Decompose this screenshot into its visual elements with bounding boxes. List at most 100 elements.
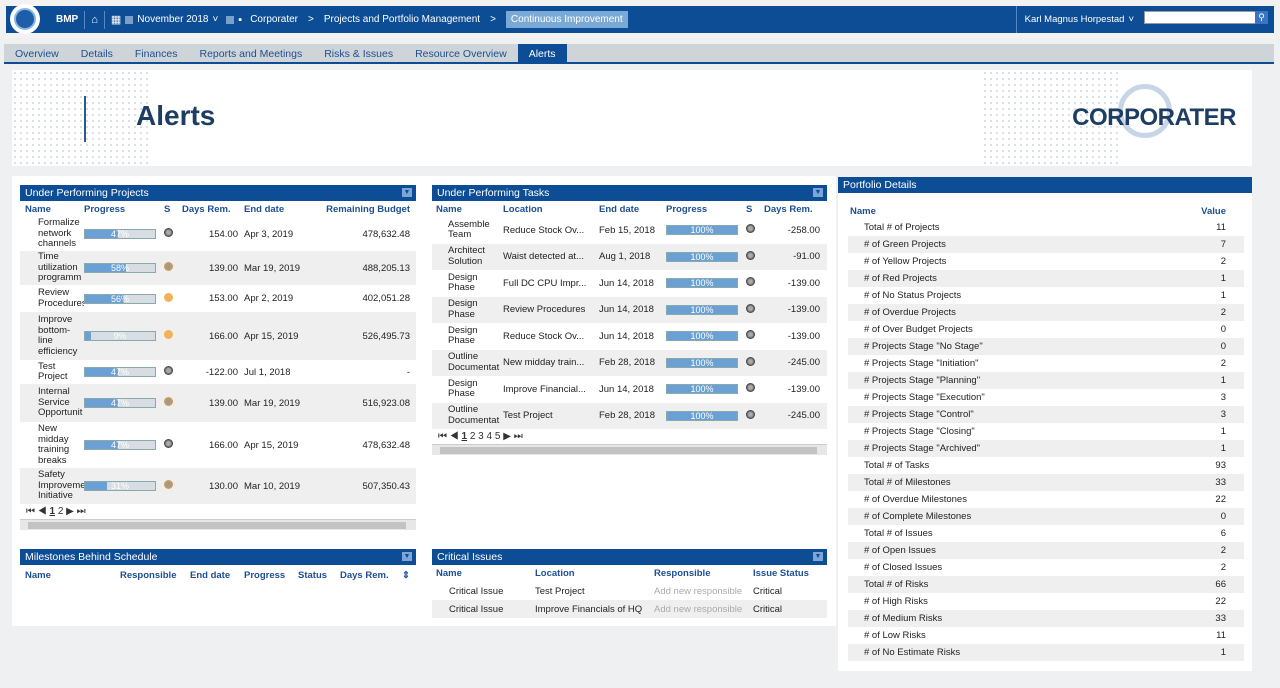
- table-row[interactable]: New midday training breaks 47% 166.00 Apr 1…: [20, 422, 416, 468]
- home-icon[interactable]: ⌂: [91, 13, 98, 26]
- tab-risks-issues[interactable]: Risks & Issues: [324, 48, 394, 60]
- issue-location[interactable]: Test Project: [535, 585, 585, 597]
- col-responsible[interactable]: Responsible: [654, 568, 711, 579]
- table-row[interactable]: Outline Documentat Test Project Feb 28, 20…: [432, 402, 827, 429]
- col-issue-status[interactable]: Issue Status: [753, 568, 809, 579]
- page-5[interactable]: 5: [494, 431, 501, 442]
- col-responsible[interactable]: Responsible: [120, 569, 177, 581]
- col-end-date[interactable]: End date: [190, 569, 231, 581]
- tab-details[interactable]: Details: [80, 48, 113, 60]
- table-row[interactable]: Safety Improvement Initiative 31% 130.00 Ma…: [20, 468, 416, 504]
- task-name[interactable]: Outline Documentat: [448, 352, 500, 373]
- chevron-down-icon[interactable]: ˅: [1128, 14, 1134, 25]
- table-row[interactable]: Internal Service Opportunit 47% 139.00 Mar …: [20, 384, 416, 422]
- scrollbar-thumb[interactable]: [440, 447, 817, 454]
- col-name[interactable]: Name: [25, 203, 51, 215]
- tab-reports-meetings[interactable]: Reports and Meetings: [199, 48, 303, 60]
- prev-period-icon[interactable]: [125, 15, 134, 24]
- table-row[interactable]: Architect Solution Waist detected at... Au…: [432, 243, 827, 270]
- horizontal-scrollbar[interactable]: [20, 519, 416, 530]
- task-name[interactable]: Assemble Team: [448, 219, 490, 241]
- col-end-date[interactable]: End date: [599, 203, 640, 215]
- task-name[interactable]: Design Phase: [448, 325, 478, 347]
- page-3[interactable]: 3: [478, 431, 484, 442]
- search-input[interactable]: [1144, 11, 1268, 24]
- project-name[interactable]: Formalize network channels: [38, 218, 80, 250]
- task-location[interactable]: Full DC CPU Impr...: [503, 277, 587, 289]
- chevron-down-icon[interactable]: ˅: [212, 14, 219, 25]
- project-name[interactable]: Safety Improvement Initiative: [38, 470, 84, 502]
- col-days[interactable]: Days Rem.: [340, 569, 389, 581]
- breadcrumb-active[interactable]: Continuous Improvement: [505, 11, 628, 28]
- task-name[interactable]: Architect Solution: [448, 246, 485, 267]
- app-logo[interactable]: [10, 3, 40, 34]
- task-location[interactable]: New midday train...: [503, 357, 585, 369]
- tab-overview[interactable]: Overview: [15, 48, 59, 60]
- next-period-icon[interactable]: [226, 15, 235, 24]
- table-row[interactable]: Critical Issue Test Project Add new respon…: [432, 582, 827, 600]
- search-icon[interactable]: ⚲: [1255, 11, 1268, 24]
- col-location[interactable]: Location: [535, 568, 575, 579]
- table-row[interactable]: Improve bottom-line efficiency 9% 166.00 Ap…: [20, 312, 416, 360]
- task-location[interactable]: Waist detected at...: [503, 251, 584, 263]
- col-budget[interactable]: Remaining Budget: [326, 203, 410, 215]
- tab-finances[interactable]: Finances: [134, 48, 178, 60]
- first-page-icon[interactable]: ⏮: [438, 431, 447, 442]
- breadcrumb-item-1[interactable]: Projects and Portfolio Management: [323, 14, 481, 25]
- first-page-icon[interactable]: ⏮: [26, 506, 35, 517]
- user-name[interactable]: Karl Magnus Horpestad: [1024, 14, 1125, 25]
- col-location[interactable]: Location: [503, 203, 543, 215]
- col-progress[interactable]: Progress: [244, 569, 286, 581]
- app-name[interactable]: BMP: [56, 14, 79, 25]
- col-name[interactable]: Name: [436, 203, 462, 215]
- col-status[interactable]: S: [746, 203, 753, 215]
- task-name[interactable]: Outline Documentat: [448, 405, 500, 426]
- page-2[interactable]: 2: [57, 506, 64, 517]
- collapse-icon[interactable]: ▼: [402, 552, 412, 561]
- last-page-icon[interactable]: ⏭: [76, 506, 86, 517]
- breadcrumb-item-0[interactable]: Corporater: [250, 14, 299, 25]
- task-name[interactable]: Design Phase: [448, 299, 478, 320]
- task-location[interactable]: Improve Financial...: [503, 383, 586, 395]
- table-row[interactable]: Outline Documentat New midday train... Feb…: [432, 349, 827, 376]
- task-location[interactable]: Reduce Stock Ov...: [503, 330, 585, 342]
- table-row[interactable]: Design Phase Full DC CPU Impr... Jun 14, 2…: [432, 270, 827, 297]
- last-page-icon[interactable]: ⏭: [513, 431, 523, 442]
- page-4[interactable]: 4: [486, 431, 493, 442]
- issue-name[interactable]: Critical Issue: [449, 585, 504, 597]
- issue-name[interactable]: Critical Issue: [449, 603, 504, 615]
- table-row[interactable]: Assemble Team Reduce Stock Ov... Feb 15, 2…: [432, 217, 827, 244]
- task-location[interactable]: Review Procedures: [503, 304, 586, 316]
- page-1[interactable]: 1: [49, 506, 56, 517]
- col-days[interactable]: Days Rem.: [764, 203, 813, 215]
- table-row[interactable]: Time utilization programm 58% 139.00 Mar 19…: [20, 251, 416, 285]
- project-name[interactable]: Improve bottom-line efficiency: [38, 315, 78, 357]
- project-name[interactable]: Test Project: [38, 361, 68, 382]
- table-row[interactable]: Critical Issue Improve Financials of HQ Ad…: [432, 600, 827, 618]
- table-row[interactable]: Review Procedures 56% 153.00 Apr 2, 2019 402…: [20, 285, 416, 312]
- project-name[interactable]: Review Procedures: [38, 288, 84, 309]
- table-row[interactable]: Design Phase Review Procedures Jun 14, 201…: [432, 296, 827, 323]
- page-2[interactable]: 2: [469, 431, 476, 442]
- user-menu[interactable]: Karl Magnus Horpestad ˅: [1015, 6, 1134, 33]
- col-days[interactable]: Days Rem.: [182, 203, 231, 215]
- collapse-icon[interactable]: ▼: [402, 188, 412, 197]
- add-responsible-link[interactable]: Add new responsible: [654, 585, 743, 597]
- tab-alerts[interactable]: Alerts: [517, 44, 567, 62]
- prev-page-icon[interactable]: ◀: [449, 431, 459, 442]
- col-progress[interactable]: Progress: [84, 203, 126, 215]
- col-status[interactable]: Status: [298, 569, 328, 581]
- task-name[interactable]: Design Phase: [448, 272, 478, 294]
- table-row[interactable]: Design Phase Improve Financial... Jun 14, …: [432, 376, 827, 403]
- table-row[interactable]: Formalize network channels 47% 154.00 Apr 3…: [20, 217, 416, 251]
- scrollbar-thumb[interactable]: [28, 522, 406, 529]
- table-row[interactable]: Test Project 47% -122.00 Jul 1, 2018 -: [20, 360, 416, 384]
- collapse-icon[interactable]: ▼: [813, 552, 823, 561]
- next-page-icon[interactable]: ▶: [503, 431, 511, 442]
- col-progress[interactable]: Progress: [666, 203, 708, 215]
- collapse-icon[interactable]: ▼: [813, 188, 823, 197]
- period-selector[interactable]: November 2018: [137, 14, 209, 25]
- prev-page-icon[interactable]: ◀: [37, 506, 47, 517]
- add-responsible-link[interactable]: Add new responsible: [654, 603, 743, 615]
- page-1[interactable]: 1: [461, 431, 468, 442]
